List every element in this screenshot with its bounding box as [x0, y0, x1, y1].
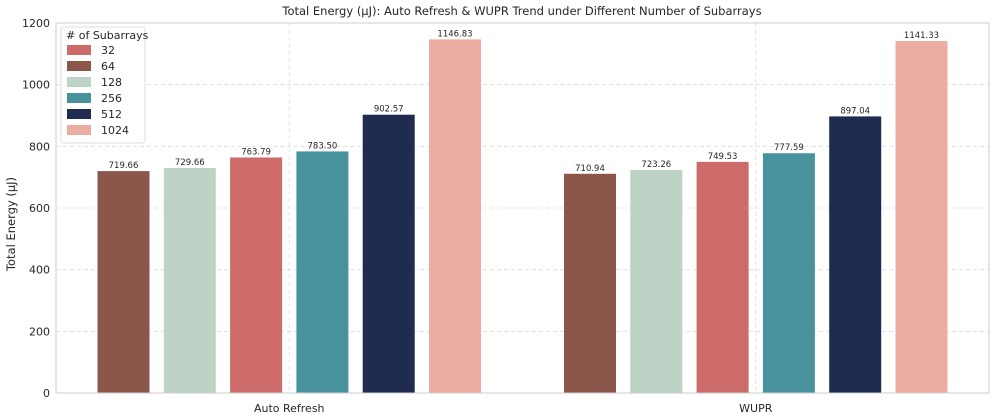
- bar-128-0: [163, 168, 216, 393]
- legend-label-32: 32: [101, 44, 115, 57]
- legend-label-64: 64: [101, 60, 115, 73]
- bar-value-label: 749.53: [708, 152, 738, 162]
- legend-label-256: 256: [101, 92, 122, 105]
- legend-swatch-512: [67, 109, 91, 119]
- bar-value-label: 719.66: [109, 161, 139, 171]
- bar-256-0: [296, 151, 349, 393]
- legend-label-128: 128: [101, 76, 122, 89]
- bar-value-label: 723.26: [641, 160, 671, 170]
- y-tick-label: 1000: [22, 79, 50, 92]
- legend-swatch-32: [67, 45, 91, 55]
- bar-value-label: 729.66: [175, 158, 205, 168]
- bar-32-0: [230, 157, 283, 393]
- legend-swatch-128: [67, 77, 91, 87]
- x-tick-label: Auto Refresh: [254, 402, 325, 415]
- bar-1024-1: [895, 41, 948, 394]
- legend-swatch-1024: [67, 125, 91, 135]
- bar-value-label: 1141.33: [904, 31, 939, 41]
- bar-256-1: [762, 153, 815, 393]
- y-tick-label: 0: [43, 387, 50, 400]
- chart-title: Total Energy (μJ): Auto Refresh & WUPR T…: [281, 4, 761, 18]
- bar-value-label: 783.50: [308, 141, 338, 151]
- y-axis-title: Total Energy (μJ): [4, 177, 18, 272]
- x-tick-label: WUPR: [739, 402, 773, 415]
- bar-value-label: 897.04: [840, 106, 870, 116]
- bar-512-0: [362, 114, 415, 393]
- bar-value-label: 710.94: [575, 164, 605, 174]
- bar-1024-0: [429, 39, 481, 394]
- bar-value-label: 1146.83: [437, 29, 472, 39]
- legend: # of Subarrays 32 64 128 256 512 1024: [60, 26, 149, 144]
- y-tick-label: 800: [29, 140, 50, 153]
- axes: 0 200 400 600 800 1000 1200 Auto Refresh WUPR: [22, 17, 990, 415]
- y-tick-label: 200: [29, 325, 50, 338]
- bar-value-label: 777.59: [774, 143, 804, 153]
- legend-swatch-64: [67, 61, 91, 71]
- bar-value-label: 763.79: [241, 147, 271, 157]
- legend-title: # of Subarrays: [66, 29, 149, 42]
- y-tick-label: 1200: [22, 17, 50, 30]
- y-tick-label: 400: [29, 264, 50, 277]
- bar-value-labels: 719.66 729.66 763.79 783.50 902.57 1146.83 710…: [109, 29, 939, 173]
- bar-512-1: [829, 116, 882, 394]
- bars: [97, 39, 948, 394]
- y-tick-label: 600: [29, 202, 50, 215]
- bar-64-1: [564, 173, 616, 393]
- plot-frame: [55, 22, 990, 394]
- bar-32-1: [696, 161, 749, 393]
- bar-value-label: 902.57: [374, 105, 404, 115]
- legend-label-512: 512: [101, 108, 122, 121]
- legend-swatch-256: [67, 93, 91, 103]
- legend-label-1024: 1024: [101, 124, 129, 137]
- bar-64-0: [97, 171, 150, 393]
- bar-128-1: [630, 169, 683, 393]
